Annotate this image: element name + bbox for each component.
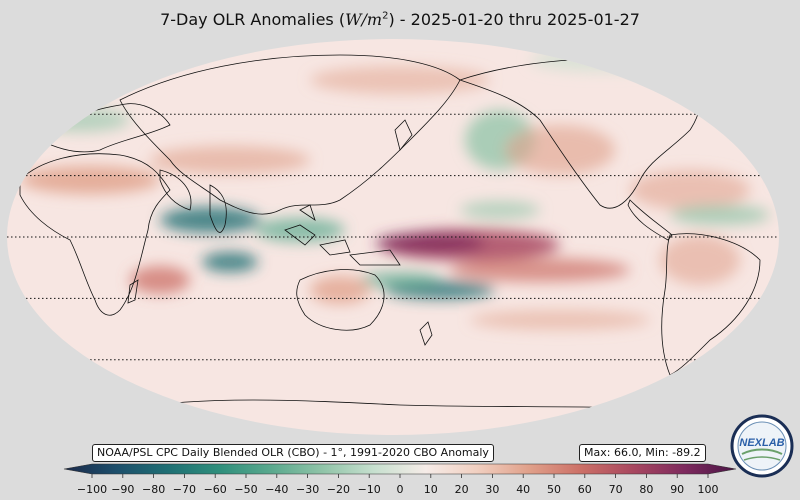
- logo-text: NEXLAB: [739, 437, 784, 449]
- colorbar-tick-label: −70: [173, 483, 196, 496]
- colorbar-tick-label: 30: [485, 483, 499, 496]
- colorbar-tick-label: 70: [609, 483, 623, 496]
- colorbar-tick-label: 10: [424, 483, 438, 496]
- colorbar-tick-label: −10: [358, 483, 381, 496]
- nexlab-logo: NEXLAB: [730, 414, 794, 478]
- colorbar-tick-label: 60: [578, 483, 592, 496]
- colorbar-tick-label: 90: [670, 483, 684, 496]
- colorbar-tick-label: −90: [111, 483, 134, 496]
- colorbar-tick-label: −80: [142, 483, 165, 496]
- colorbar-tick-label: 0: [397, 483, 404, 496]
- colorbar-tick-label: −50: [234, 483, 257, 496]
- figure-title: 7-Day OLR Anomalies (W/m2) - 2025-01-20 …: [160, 10, 640, 29]
- colorbar-tick-label: −100: [77, 483, 107, 496]
- colorbar-gradient: [63, 463, 737, 475]
- colorbar-tick-label: 50: [547, 483, 561, 496]
- anomaly-field: [7, 47, 779, 435]
- latitude-gridlines: [7, 113, 779, 361]
- colorbar-tick-label: 100: [698, 483, 719, 496]
- colorbar-tick-label: −20: [327, 483, 350, 496]
- world-map: [7, 39, 779, 435]
- colorbar-tick-label: −30: [296, 483, 319, 496]
- colorbar-tick-label: 80: [639, 483, 653, 496]
- colorbar-ticks: −100 −90 −80 −70 −60 −50 −40 −30 −20 −10 0 10 20 30 40…: [77, 474, 719, 496]
- colorbar-tick-label: −40: [265, 483, 288, 496]
- colorbar: −100 −90 −80 −70 −60 −50 −40 −30 −20 −10 0 10 20 30 40…: [63, 463, 737, 496]
- max-min-stats-label: Max: 66.0, Min: -89.2: [579, 444, 706, 462]
- colorbar-tick-label: 20: [455, 483, 469, 496]
- data-source-label: NOAA/PSL CPC Daily Blended OLR (CBO) - 1…: [92, 444, 494, 462]
- colorbar-tick-label: 40: [516, 483, 530, 496]
- colorbar-tick-label: −60: [204, 483, 227, 496]
